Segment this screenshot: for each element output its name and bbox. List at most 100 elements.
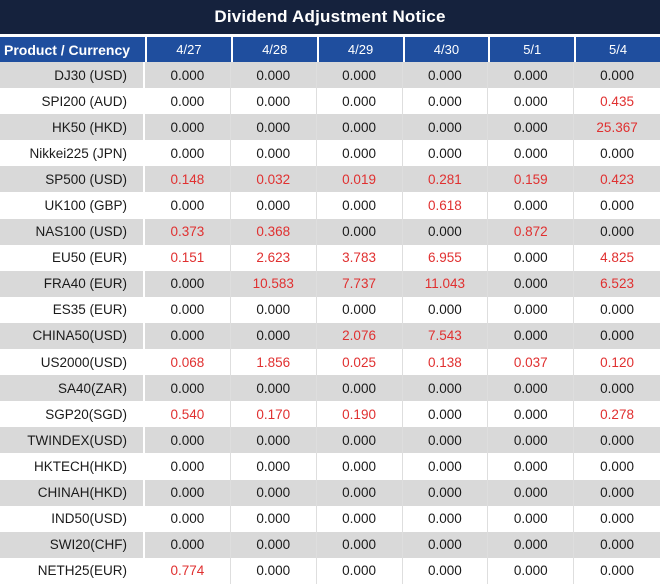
value-cell: 25.367 — [596, 119, 638, 135]
value-cell: 0.000 — [145, 192, 231, 219]
product-cell: UK100 (GBP) — [0, 192, 145, 219]
value-cell: 0.019 — [317, 166, 403, 193]
value-cell: 0.000 — [317, 453, 403, 480]
date-header-4: 4/30 — [402, 37, 489, 62]
value-cell: 0.000 — [600, 380, 634, 396]
value-cell: 0.000 — [231, 192, 317, 219]
table-row: SGP20(SGD) 0.540 0.170 0.190 0.000 0.000… — [0, 401, 660, 428]
product-cell: SA40(ZAR) — [0, 375, 145, 402]
value-cell: 0.000 — [317, 62, 403, 89]
product-cell: IND50(USD) — [0, 505, 145, 532]
value-cell: 0.373 — [145, 218, 231, 245]
value-cell: 0.000 — [600, 328, 634, 344]
value-cell: 0.000 — [403, 427, 489, 454]
value-cell: 0.000 — [488, 322, 575, 350]
value-cell: 0.000 — [145, 88, 231, 115]
value-cell: 11.043 — [403, 270, 489, 297]
table-row: UK100 (GBP) 0.000 0.000 0.000 0.618 0.00… — [0, 192, 660, 219]
value-cell: 6.523 — [600, 276, 634, 292]
value-cell: 0.000 — [403, 296, 489, 323]
value-cell: 0.872 — [488, 218, 575, 245]
product-cell: US2000(USD) — [0, 349, 145, 376]
value-cell: 0.151 — [145, 244, 231, 271]
value-cell: 0.000 — [317, 192, 403, 219]
product-currency-header: Product / Currency — [4, 41, 131, 58]
value-cell: 0.000 — [145, 114, 231, 141]
value-cell: 0.000 — [231, 114, 317, 141]
value-cell: 0.000 — [403, 505, 489, 532]
value-cell: 1.856 — [231, 349, 317, 376]
value-cell: 0.032 — [231, 166, 317, 193]
value-cell: 0.190 — [317, 401, 403, 428]
value-cell: 0.000 — [600, 511, 634, 527]
value-cell: 0.170 — [231, 401, 317, 428]
value-cell: 0.159 — [488, 166, 575, 193]
value-cell: 0.000 — [145, 531, 231, 558]
value-cell: 0.618 — [403, 192, 489, 219]
value-cell: 0.000 — [403, 401, 489, 428]
value-cell: 0.000 — [231, 140, 317, 167]
product-cell: CHINAH(HKD) — [0, 479, 145, 506]
date-header-2: 4/28 — [230, 37, 317, 62]
value-cell: 6.955 — [403, 244, 489, 271]
table-row: NAS100 (USD) 0.373 0.368 0.000 0.000 0.8… — [0, 218, 660, 245]
value-cell: 0.774 — [145, 557, 231, 584]
value-cell: 0.000 — [403, 88, 489, 115]
value-cell: 7.543 — [403, 322, 489, 350]
value-cell: 0.000 — [403, 218, 489, 245]
value-cell: 4.825 — [600, 250, 634, 266]
table-row: EU50 (EUR) 0.151 2.623 3.783 6.955 0.000… — [0, 244, 660, 271]
value-cell: 0.000 — [488, 244, 575, 271]
value-cell: 0.000 — [231, 505, 317, 532]
value-cell: 0.000 — [145, 453, 231, 480]
product-cell: NETH25(EUR) — [0, 557, 145, 584]
value-cell: 0.000 — [145, 296, 231, 323]
table-row: US2000(USD) 0.068 1.856 0.025 0.138 0.03… — [0, 349, 660, 376]
value-cell: 0.148 — [145, 166, 231, 193]
title-bar: Dividend Adjustment Notice — [0, 0, 660, 37]
product-cell: EU50 (EUR) — [0, 244, 145, 271]
value-cell: 0.000 — [600, 67, 634, 83]
value-cell: 0.000 — [145, 62, 231, 89]
table-row: IND50(USD) 0.000 0.000 0.000 0.000 0.000… — [0, 505, 660, 532]
value-cell: 0.068 — [145, 349, 231, 376]
value-cell: 0.000 — [488, 375, 575, 402]
value-cell: 0.000 — [145, 505, 231, 532]
value-cell: 0.000 — [317, 557, 403, 584]
value-cell: 7.737 — [317, 270, 403, 297]
product-cell: FRA40 (EUR) — [0, 270, 145, 297]
value-cell: 0.037 — [488, 349, 575, 376]
value-cell: 0.000 — [317, 88, 403, 115]
table-row: TWINDEX(USD) 0.000 0.000 0.000 0.000 0.0… — [0, 427, 660, 454]
value-cell: 0.000 — [231, 557, 317, 584]
value-cell: 0.000 — [488, 427, 575, 454]
value-cell: 0.000 — [600, 537, 634, 553]
value-cell: 0.000 — [600, 224, 634, 240]
value-cell: 0.000 — [231, 62, 317, 89]
value-cell: 0.000 — [317, 531, 403, 558]
value-cell: 0.000 — [600, 485, 634, 501]
table-row: SP500 (USD) 0.148 0.032 0.019 0.281 0.15… — [0, 166, 660, 193]
product-cell: SPI200 (AUD) — [0, 88, 145, 115]
date-header-5: 5/1 — [488, 37, 574, 62]
product-cell: SGP20(SGD) — [0, 401, 145, 428]
table-row: HK50 (HKD) 0.000 0.000 0.000 0.000 0.000… — [0, 114, 660, 141]
value-cell: 0.120 — [600, 354, 634, 370]
value-cell: 0.000 — [403, 453, 489, 480]
value-cell: 0.025 — [317, 349, 403, 376]
table-row: DJ30 (USD) 0.000 0.000 0.000 0.000 0.000… — [0, 62, 660, 89]
value-cell: 0.000 — [403, 557, 489, 584]
value-cell: 0.000 — [488, 270, 575, 297]
table-body: DJ30 (USD) 0.000 0.000 0.000 0.000 0.000… — [0, 62, 660, 584]
value-cell: 0.278 — [600, 406, 634, 422]
value-cell: 0.000 — [231, 531, 317, 558]
date-header-1: 4/27 — [145, 37, 231, 62]
value-cell: 0.000 — [317, 427, 403, 454]
value-cell: 0.000 — [600, 302, 634, 318]
value-cell: 0.000 — [231, 88, 317, 115]
value-cell: 0.000 — [600, 432, 634, 448]
value-cell: 0.000 — [145, 479, 231, 506]
value-cell: 0.000 — [231, 375, 317, 402]
value-cell: 0.435 — [600, 93, 634, 109]
